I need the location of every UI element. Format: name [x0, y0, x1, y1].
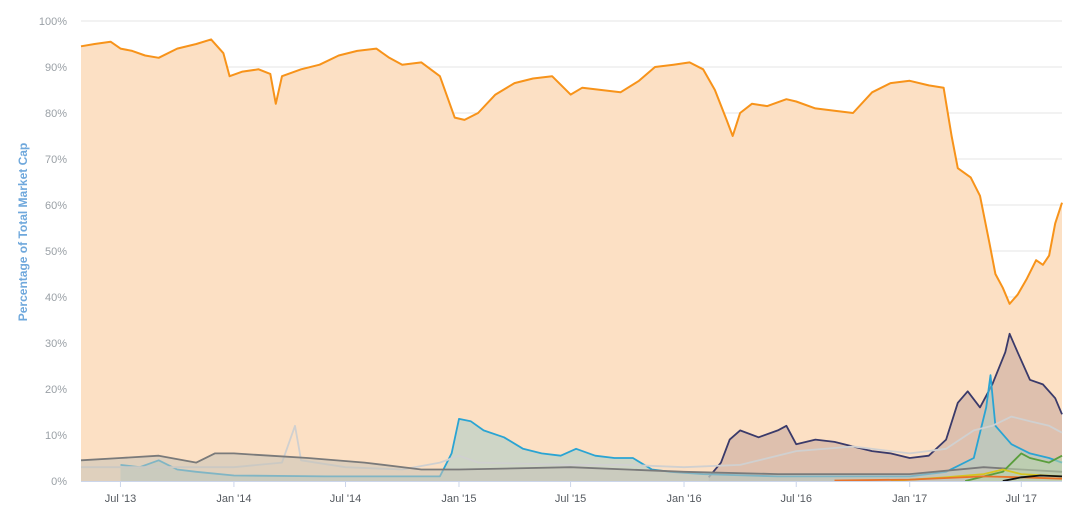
y-tick-label: 100% [39, 16, 67, 28]
x-tick-label: Jul '14 [330, 493, 361, 505]
y-tick-label: 40% [45, 292, 67, 304]
series-0-line [80, 38, 1063, 305]
x-tick-label: Jan '16 [666, 493, 701, 505]
y-axis-label: Percentage of Total Market Cap [16, 143, 30, 322]
x-tick-label: Jul '16 [781, 493, 812, 505]
x-axis-ticks: Jul '13 Jan '14 Jul '14 Jan '15 Jul '15 Jan '… [105, 481, 1037, 505]
x-tick-label: Jul '17 [1006, 493, 1037, 505]
series-8-line [1002, 474, 1063, 482]
x-tick-label: Jan '15 [441, 493, 476, 505]
y-tick-label: 60% [45, 200, 67, 212]
series-1-line [708, 332, 1063, 478]
x-tick-label: Jan '14 [216, 493, 251, 505]
y-tick-label: 30% [45, 338, 67, 350]
series-3-line [81, 415, 1063, 471]
series-0-area [81, 39, 1062, 482]
series-7-line [834, 475, 1063, 482]
y-tick-label: 80% [45, 108, 67, 120]
y-tick-label: 90% [45, 62, 67, 74]
series-5-line [964, 452, 1063, 482]
x-tick-label: Jan '17 [892, 493, 927, 505]
series-layer [80, 38, 1063, 482]
x-tick-label: Jul '15 [555, 493, 586, 505]
series-4-line [80, 452, 1063, 475]
y-tick-label: 10% [45, 430, 67, 442]
y-tick-label: 70% [45, 154, 67, 166]
x-tick-label: Jul '13 [105, 493, 136, 505]
y-axis-ticks: 0% 10% 20% 30% 40% 50% 60% 70% 80% 90% 100% [39, 16, 67, 488]
y-tick-label: 20% [45, 384, 67, 396]
y-tick-label: 0% [51, 476, 67, 488]
y-tick-label: 50% [45, 246, 67, 258]
